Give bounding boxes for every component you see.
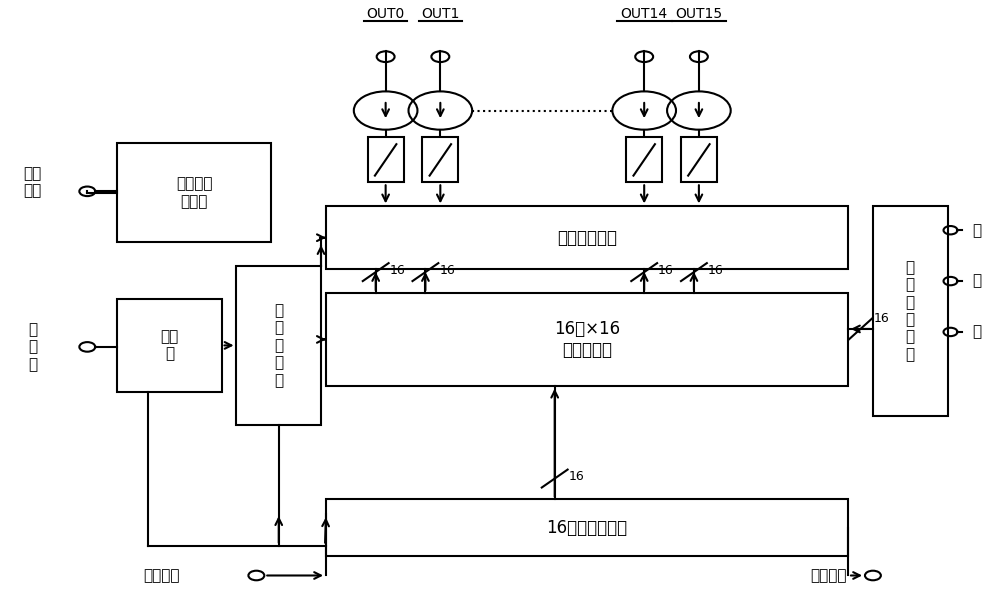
Bar	[117, 299, 222, 392]
Bar	[626, 138, 662, 182]
Bar	[236, 266, 321, 425]
Text: 16位移位寄存器: 16位移位寄存器	[546, 519, 628, 537]
Text: 数据输入: 数据输入	[144, 568, 180, 583]
Text: 选
择
复
位
模
块: 选 择 复 位 模 块	[906, 260, 915, 362]
Text: 数据输出: 数据输出	[810, 568, 846, 583]
Bar	[326, 293, 848, 386]
Text: 16: 16	[439, 264, 455, 277]
Bar	[326, 500, 848, 556]
Text: OUT0: OUT0	[367, 7, 405, 21]
Bar	[326, 207, 848, 269]
Text: 线: 线	[972, 324, 981, 339]
Text: 16: 16	[569, 471, 584, 483]
Bar	[368, 138, 404, 182]
Text: OUT1: OUT1	[421, 7, 460, 21]
Bar	[873, 207, 948, 416]
Text: 16: 16	[658, 264, 674, 277]
Text: 16位×16
数据缓存区: 16位×16 数据缓存区	[554, 320, 620, 359]
Text: 控
制
端: 控 制 端	[28, 322, 37, 372]
Bar	[422, 138, 458, 182]
Text: 址: 址	[972, 274, 981, 289]
Text: 16: 16	[873, 312, 889, 325]
Bar	[681, 138, 717, 182]
Text: 16: 16	[390, 264, 405, 277]
Text: OUT14: OUT14	[621, 7, 668, 21]
Text: 地: 地	[972, 223, 981, 238]
Text: 外接
电阻: 外接 电阻	[23, 166, 42, 199]
Text: 控制
器: 控制 器	[160, 329, 178, 362]
Text: 16: 16	[708, 264, 724, 277]
Text: 状
态
缓
存
器: 状 态 缓 存 器	[274, 303, 283, 388]
Text: OUT15: OUT15	[675, 7, 722, 21]
Text: 计数比较模块: 计数比较模块	[557, 229, 617, 246]
Bar	[117, 143, 271, 242]
Text: 输出电流
调节器: 输出电流 调节器	[176, 176, 212, 209]
